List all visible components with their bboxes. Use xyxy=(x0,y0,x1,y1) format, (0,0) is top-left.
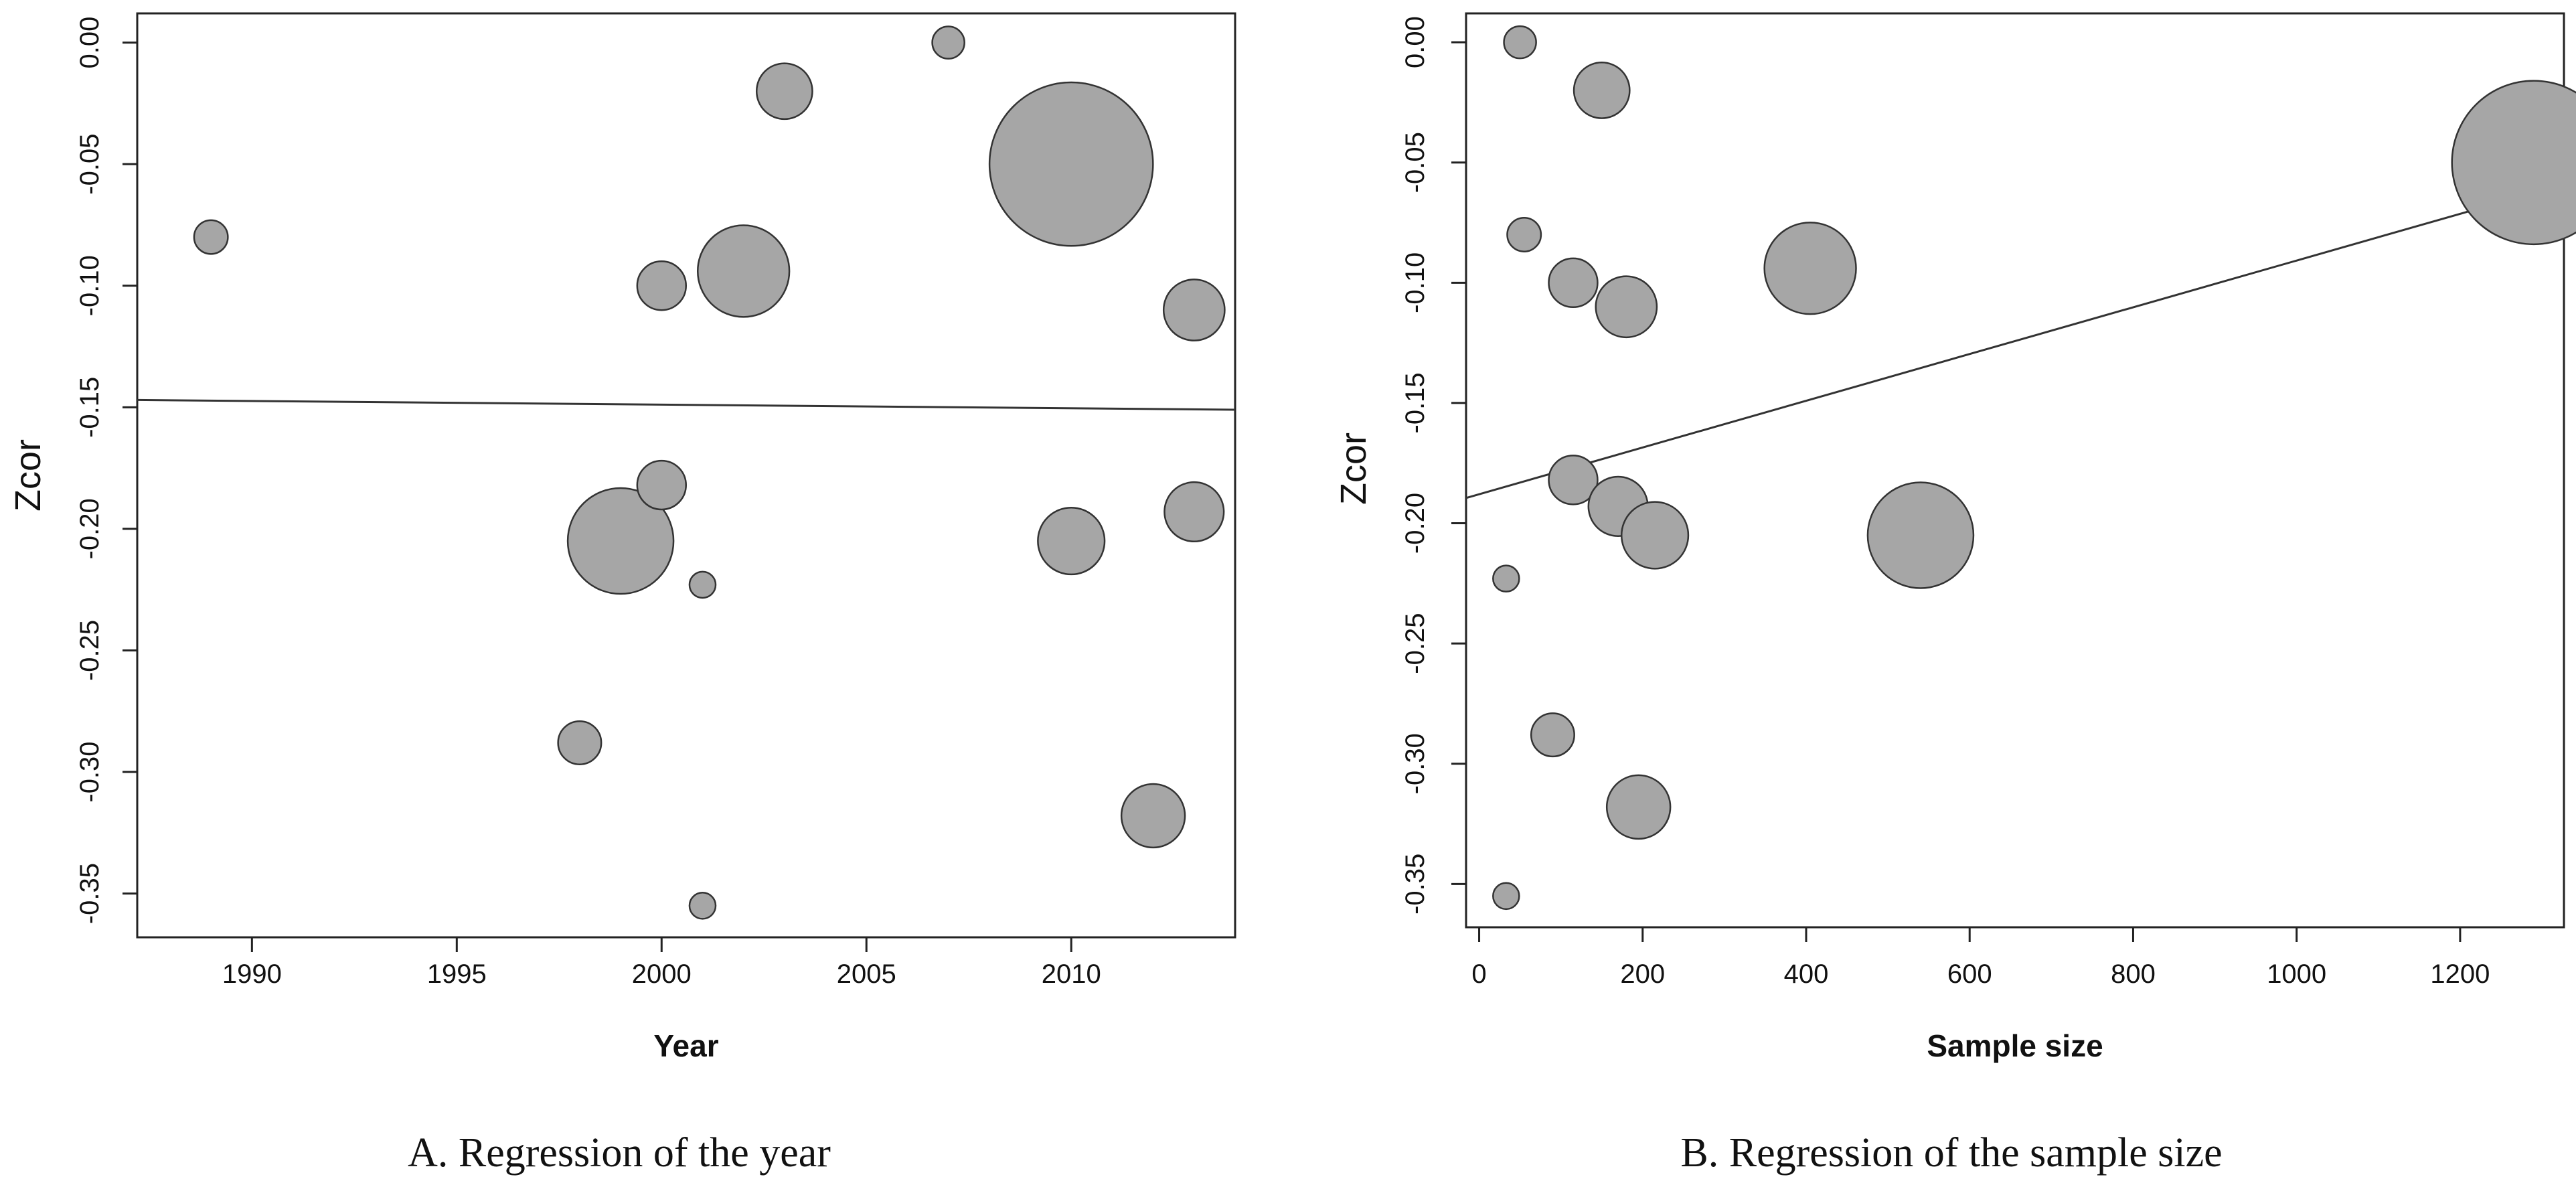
panel-a-y-tick-label: -0.20 xyxy=(75,498,104,559)
panel-a-x-tick-label: 2005 xyxy=(837,959,896,989)
panel-b-y-tick-label: 0.00 xyxy=(1400,16,1430,68)
panel-b-data-point xyxy=(1506,217,1542,252)
panel-b-data-point xyxy=(1595,275,1658,339)
panel-a-y-tick-label: -0.25 xyxy=(75,620,104,681)
panel-a-y-tick-label: -0.05 xyxy=(75,134,104,195)
panel-b-y-axis-title: Zcor xyxy=(1334,433,1374,505)
panel-b-x-tick-label: 0 xyxy=(1471,959,1486,989)
panel-a-data-point xyxy=(688,892,717,920)
panel-b-y-tick-label: -0.20 xyxy=(1400,493,1430,554)
panel-a-plot-frame xyxy=(136,12,1236,939)
panel-a-x-ticks: 1990 1995 2000 2005 2010 xyxy=(222,937,1101,989)
panel-b-data-point xyxy=(1492,564,1520,593)
panel-b-x-ticks: 0 200 400 600 800 1000 1200 xyxy=(1471,927,2490,989)
panel-a-data-point xyxy=(1037,506,1106,576)
panel-b-x-tick-label: 800 xyxy=(2111,959,2156,989)
panel-a: 1990 1995 2000 2005 2010 0.00 -0.05 -0.10 -0.15… xyxy=(8,12,1236,1176)
panel-a-regression-line xyxy=(137,398,1236,411)
panel-a-y-tick-label: 0.00 xyxy=(75,17,104,69)
panel-a-x-tick-label: 2010 xyxy=(1042,959,1101,989)
panel-a-data-point xyxy=(636,260,687,311)
panel-a-data-point xyxy=(688,570,717,599)
panel-a-data-point xyxy=(931,25,965,60)
panel-a-data-point xyxy=(1120,783,1186,849)
panel-b-x-tick-label: 1200 xyxy=(2430,959,2490,989)
panel-b-y-tick-label: -0.25 xyxy=(1400,613,1430,674)
panel-b-y-tick-label: -0.10 xyxy=(1400,252,1430,313)
panel-a-data-point xyxy=(755,62,813,121)
panel-a-data-point xyxy=(696,224,791,318)
panel-b-data-point xyxy=(1605,774,1672,840)
panel-a-data-point xyxy=(636,459,687,511)
panel-b-data-point xyxy=(2451,80,2576,246)
panel-b-data-point xyxy=(1548,257,1599,309)
panel-b-data-point xyxy=(1763,222,1857,315)
panel-a-y-tick-label: -0.35 xyxy=(75,863,104,924)
panel-a-data-point xyxy=(557,720,602,765)
panel-a-y-ticks: 0.00 -0.05 -0.10 -0.15 -0.20 -0.25 -0.30 -0.35 xyxy=(75,17,137,924)
panel-b-plot-frame xyxy=(1465,12,2565,929)
panel-a-data-point xyxy=(193,219,229,255)
panel-a-y-tick-label: -0.10 xyxy=(75,255,104,316)
panel-b-x-tick-label: 600 xyxy=(1947,959,1992,989)
panel-a-y-tick-label: -0.15 xyxy=(75,377,104,438)
panel-b-x-tick-label: 200 xyxy=(1620,959,1665,989)
panel-b-data-point xyxy=(1492,882,1520,911)
panel-b-x-tick-label: 400 xyxy=(1784,959,1829,989)
panel-b-y-tick-label: -0.35 xyxy=(1400,854,1430,915)
panel-a-data-point xyxy=(1162,279,1226,341)
panel-b-data-point xyxy=(1548,455,1599,505)
panel-b-y-tick-label: -0.30 xyxy=(1400,733,1430,794)
panel-b: 0 200 400 600 800 1000 1200 0.00 -0.05 -0.10 -0.1… xyxy=(1334,12,2576,1176)
panel-b-caption: B. Regression of the sample size xyxy=(1680,1130,2222,1176)
panel-b-x-axis-title: Sample size xyxy=(1927,1028,2103,1063)
panel-a-y-axis-title: Zcor xyxy=(8,439,48,512)
panel-a-points xyxy=(193,25,1226,920)
panel-b-data-point xyxy=(1573,62,1631,119)
panel-b-y-tick-label: -0.05 xyxy=(1400,132,1430,193)
panel-a-y-tick-label: -0.30 xyxy=(75,741,104,802)
panel-b-points xyxy=(1492,25,2576,911)
panel-b-y-ticks: 0.00 -0.05 -0.10 -0.15 -0.20 -0.25 -0.30 -0.35 xyxy=(1400,16,1466,915)
panel-b-data-point xyxy=(1620,501,1690,570)
panel-b-y-tick-label: -0.15 xyxy=(1400,372,1430,433)
panel-a-x-axis-title: Year xyxy=(653,1028,718,1063)
panel-b-regression-line xyxy=(1465,183,2565,499)
panel-b-x-tick-label: 1000 xyxy=(2267,959,2326,989)
panel-a-x-tick-label: 1995 xyxy=(427,959,487,989)
panel-a-x-tick-label: 2000 xyxy=(632,959,692,989)
panel-b-data-point xyxy=(1503,25,1537,60)
panel-b-data-point xyxy=(1866,481,1975,589)
panel-a-data-point xyxy=(1163,481,1225,543)
panel-a-data-point xyxy=(566,487,675,595)
panel-b-data-point xyxy=(1530,712,1575,758)
panel-a-caption: A. Regression of the year xyxy=(408,1130,831,1176)
panel-a-data-point xyxy=(988,81,1154,247)
panel-a-x-tick-label: 1990 xyxy=(222,959,282,989)
